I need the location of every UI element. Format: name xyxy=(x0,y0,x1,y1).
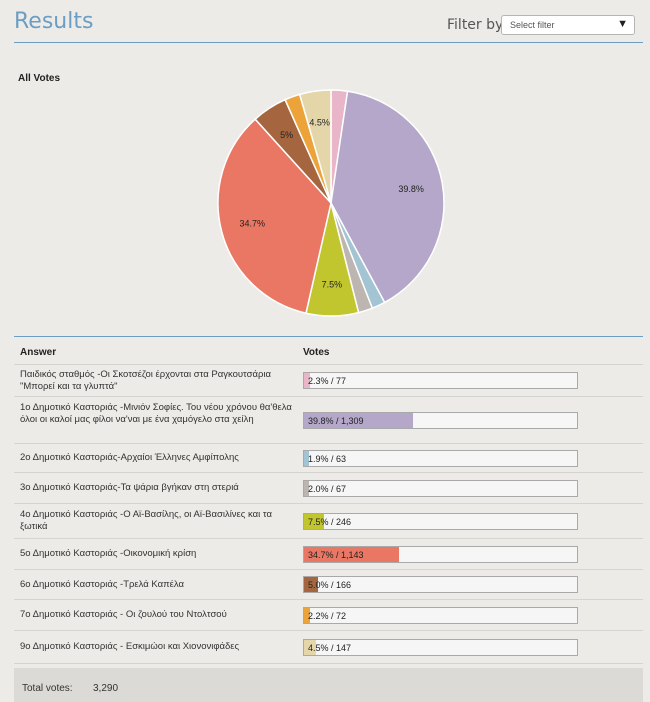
vote-bar-fill xyxy=(304,577,318,592)
vote-count-label: 5.0% / 166 xyxy=(308,580,352,590)
pie-slice-label: 39.8% xyxy=(398,184,424,194)
pie-slice-label: 34.7% xyxy=(240,219,266,229)
vote-bar: 5.0% / 166 xyxy=(303,576,578,593)
vote-bar: 2.2% / 72 xyxy=(303,607,578,624)
filter-dropdown[interactable]: Select filter ▼ xyxy=(501,15,635,35)
vote-count-label: 2.3% / 77 xyxy=(308,376,347,386)
vote-bar-fill xyxy=(304,413,413,428)
pie-slice-label: 4.5% xyxy=(309,117,330,127)
answer-text: 5ο Δημοτικό Καστοριάς -Οικονομική κρίση xyxy=(20,548,197,559)
vote-count-label: 39.8% / 1,309 xyxy=(308,416,364,426)
divider xyxy=(14,336,643,337)
vote-bar-fill xyxy=(304,547,399,562)
vote-bar: 2.3% / 77 xyxy=(303,372,578,389)
column-header-answer: Answer xyxy=(20,347,57,358)
pie-slice-label: 5% xyxy=(280,130,293,140)
table-row: 7ο Δημοτικό Καστοριάς - Οι ζουλού του Ντ… xyxy=(14,600,643,631)
answer-text: 4ο Δημοτικό Καστοριάς -Ο Αϊ-Βασίλης, οι … xyxy=(20,509,273,532)
vote-bar-fill xyxy=(304,373,311,388)
answer-text: Παιδικός σταθμός -Οι Σκοτσέζοι έρχονται … xyxy=(20,369,272,392)
results-header: Results Filter by: Select filter ▼ xyxy=(14,6,643,43)
vote-bar: 34.7% / 1,143 xyxy=(303,546,578,563)
pie-slice xyxy=(217,118,332,315)
vote-bar-fill xyxy=(304,514,325,529)
vote-count-label: 2.0% / 67 xyxy=(308,484,347,494)
vote-bar-fill xyxy=(304,608,310,623)
vote-count-label: 34.7% / 1,143 xyxy=(308,550,364,560)
table-row: 1ο Δημοτικό Καστοριάς -Μινιόν Σοφίες. Το… xyxy=(14,397,643,444)
results-table: Answer Votes Παιδικός σταθμός -Οι Σκοτσέ… xyxy=(14,342,643,664)
table-row: 5ο Δημοτικό Καστοριάς -Οικονομική κρίση 3… xyxy=(14,539,643,570)
answer-text: 9ο Δημοτικό Καστοριάς - Εσκιμώοι και Χιο… xyxy=(20,641,240,652)
total-votes-footer: Total votes: 3,290 xyxy=(14,668,643,702)
vote-bar: 39.8% / 1,309 xyxy=(303,412,578,429)
answer-text: 6ο Δημοτικό Καστοριάς -Τρελά Καπέλα xyxy=(20,579,185,590)
table-row: 9ο Δημοτικό Καστοριάς - Εσκιμώοι και Χιο… xyxy=(14,631,643,664)
vote-bar: 4.5% / 147 xyxy=(303,639,578,656)
pie-slice xyxy=(330,90,445,304)
dropdown-arrow-icon: ▼ xyxy=(617,18,628,30)
chart-title: All Votes xyxy=(18,73,61,84)
table-header: Answer Votes xyxy=(14,342,643,365)
answer-text: 3ο Δημοτικό Καστοριάς-Τα ψάρια βγήκαν στ… xyxy=(20,482,239,493)
table-row: 2ο Δημοτικό Καστοριάς-Αρχαίοι Έλληνες Αμ… xyxy=(14,444,643,473)
vote-bar: 1.9% / 63 xyxy=(303,450,578,467)
page-title: Results xyxy=(14,9,94,34)
pie-slice xyxy=(298,89,332,204)
table-row: 6ο Δημοτικό Καστοριάς -Τρελά Καπέλα 5.0% … xyxy=(14,570,643,600)
total-votes-label: Total votes: xyxy=(22,683,73,694)
column-header-votes: Votes xyxy=(303,347,330,358)
pie-slice-label: 7.5% xyxy=(322,279,343,289)
total-votes-value: 3,290 xyxy=(93,683,119,694)
vote-bar: 7.5% / 246 xyxy=(303,513,578,530)
vote-bar-fill xyxy=(304,640,317,655)
pie-chart: 39.8% 7.5% 34.7% 5% 4.5% xyxy=(217,89,445,317)
vote-count-label: 4.5% / 147 xyxy=(308,643,352,653)
vote-bar-fill xyxy=(304,481,310,496)
vote-count-label: 7.5% / 246 xyxy=(308,517,352,527)
vote-count-label: 1.9% / 63 xyxy=(308,454,347,464)
filter-dropdown-value: Select filter xyxy=(510,20,555,30)
vote-bar-fill xyxy=(304,451,310,466)
answer-text: 1ο Δημοτικό Καστοριάς -Μινιόν Σοφίες. Το… xyxy=(20,402,292,425)
table-row: Παιδικός σταθμός -Οι Σκοτσέζοι έρχονται … xyxy=(14,365,643,397)
answer-text: 2ο Δημοτικό Καστοριάς-Αρχαίοι Έλληνες Αμ… xyxy=(20,452,239,463)
filter-label: Filter by: xyxy=(447,17,507,33)
answer-text: 7ο Δημοτικό Καστοριάς - Οι ζουλού του Ντ… xyxy=(20,609,227,620)
vote-count-label: 2.2% / 72 xyxy=(308,611,347,621)
table-row: 3ο Δημοτικό Καστοριάς-Τα ψάρια βγήκαν στ… xyxy=(14,473,643,504)
table-row: 4ο Δημοτικό Καστοριάς -Ο Αϊ-Βασίλης, οι … xyxy=(14,504,643,539)
vote-bar: 2.0% / 67 xyxy=(303,480,578,497)
